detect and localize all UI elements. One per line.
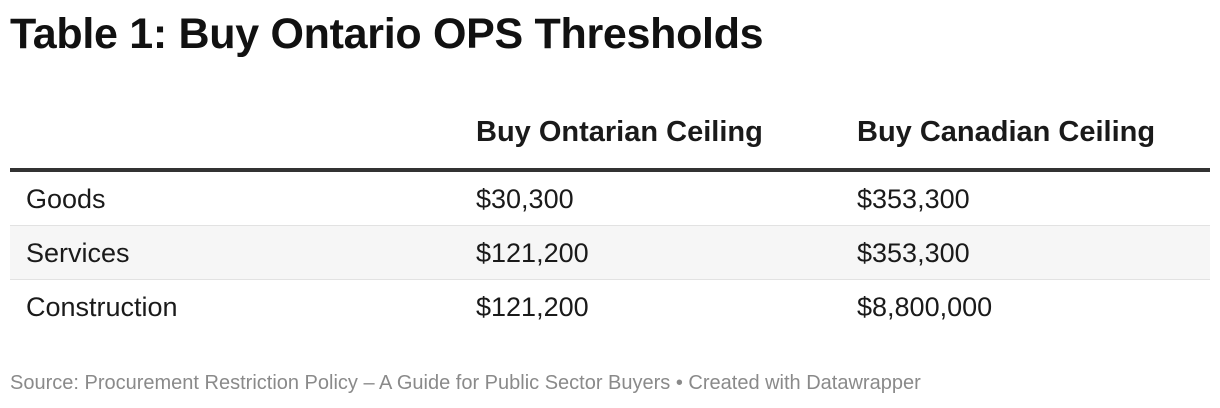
buy-canadian-value: $353,300 xyxy=(857,184,970,214)
header-cell-buy-canadian-ceiling: Buy Canadian Ceiling xyxy=(857,116,1156,148)
buy-ontarian-value: $121,200 xyxy=(476,238,589,268)
header-cell-buy-ontarian-ceiling: Buy Ontarian Ceiling xyxy=(476,116,763,148)
thresholds-table: Buy Ontarian Ceiling Buy Canadian Ceilin… xyxy=(10,98,1210,333)
buy-ontarian-value: $121,200 xyxy=(476,292,589,322)
row-label: Services xyxy=(26,238,130,268)
row-label: Goods xyxy=(26,184,106,214)
table-row: Services $121,200 $353,300 xyxy=(10,226,1210,280)
table-header-row: Buy Ontarian Ceiling Buy Canadian Ceilin… xyxy=(10,98,1210,172)
table-row: Goods $30,300 $353,300 xyxy=(10,172,1210,226)
buy-canadian-value: $8,800,000 xyxy=(857,292,993,322)
buy-ontarian-value: $30,300 xyxy=(476,184,574,214)
buy-canadian-value: $353,300 xyxy=(857,238,970,268)
row-label: Construction xyxy=(26,292,178,322)
source-footer: Source: Procurement Restriction Policy –… xyxy=(10,372,921,394)
table-row: Construction $121,200 $8,800,000 xyxy=(10,280,1210,333)
table-title: Table 1: Buy Ontario OPS Thresholds xyxy=(10,10,764,58)
